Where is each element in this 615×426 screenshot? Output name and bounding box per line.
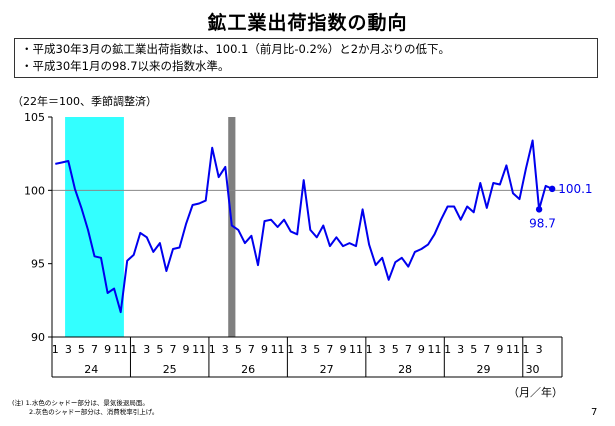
x-month-label: 9 xyxy=(418,343,425,356)
x-year-label: 24 xyxy=(84,363,98,376)
x-month-label: 3 xyxy=(379,343,386,356)
x-month-label: 7 xyxy=(248,343,255,356)
x-month-label: 9 xyxy=(183,343,190,356)
x-month-label: 1 xyxy=(52,343,59,356)
x-month-label: 9 xyxy=(261,343,268,356)
x-month-label: 11 xyxy=(428,343,442,356)
x-month-label: 1 xyxy=(523,343,530,356)
x-year-label: 26 xyxy=(241,363,255,376)
x-month-label: 1 xyxy=(209,343,216,356)
x-unit-label: （月／年） xyxy=(508,386,563,399)
y-tick-label: 90 xyxy=(31,331,45,344)
shipments-index-line xyxy=(55,139,553,314)
x-year-label: 25 xyxy=(163,363,177,376)
page-number: 7 xyxy=(591,407,598,418)
footnote-1: (注) 1.水色のシャドー部分は、景気後退局面。 xyxy=(12,399,149,407)
x-month-label: 5 xyxy=(470,343,477,356)
annotation-label: 98.7 xyxy=(529,216,556,230)
x-month-label: 11 xyxy=(506,343,520,356)
x-year-label: 28 xyxy=(398,363,412,376)
y-tick-label: 95 xyxy=(31,258,45,271)
recession-shade xyxy=(65,117,124,337)
x-month-label: 5 xyxy=(313,343,320,356)
x-month-label: 5 xyxy=(392,343,399,356)
x-month-label: 3 xyxy=(300,343,307,356)
x-month-label: 1 xyxy=(130,343,137,356)
x-month-label: 9 xyxy=(339,343,346,356)
x-month-label: 5 xyxy=(78,343,85,356)
x-month-label: 9 xyxy=(104,343,111,356)
x-month-label: 1 xyxy=(444,343,451,356)
x-month-label: 11 xyxy=(114,343,128,356)
summary-box: ・平成30年3月の鉱工業出荷指数は、100.1（前月比-0.2%）と2か月ぶりの… xyxy=(14,38,598,78)
x-month-label: 3 xyxy=(143,343,150,356)
annotation-label: 100.1 xyxy=(558,182,592,196)
summary-bullet-1: ・平成30年3月の鉱工業出荷指数は、100.1（前月比-0.2%）と2か月ぶりの… xyxy=(21,42,451,56)
x-year-label: 30 xyxy=(526,363,540,376)
summary-bullet-2: ・平成30年1月の98.7以来の指数水準。 xyxy=(21,59,230,73)
tax-increase-shade xyxy=(228,117,236,337)
x-month-label: 3 xyxy=(65,343,72,356)
x-month-label: 3 xyxy=(457,343,464,356)
x-month-label: 11 xyxy=(192,343,206,356)
x-month-label: 1 xyxy=(366,343,373,356)
annotated-point xyxy=(548,185,556,193)
x-month-label: 7 xyxy=(483,343,490,356)
x-month-label: 11 xyxy=(349,343,363,356)
x-month-label: 7 xyxy=(326,343,333,356)
page-title: 鉱工業出荷指数の動向 xyxy=(207,12,408,34)
x-month-label: 5 xyxy=(235,343,242,356)
x-month-label: 9 xyxy=(496,343,503,356)
x-month-label: 7 xyxy=(91,343,98,356)
x-month-label: 7 xyxy=(169,343,176,356)
x-month-label: 7 xyxy=(405,343,412,356)
y-unit-note: （22年＝100、季節調整済） xyxy=(12,95,157,108)
footnote-2: 2.灰色のシャドー部分は、消費税率引上げ。 xyxy=(29,408,159,416)
annotated-point xyxy=(535,206,543,213)
x-month-label: 3 xyxy=(536,343,543,356)
x-year-label: 27 xyxy=(320,363,334,376)
x-month-label: 5 xyxy=(156,343,163,356)
x-month-label: 11 xyxy=(271,343,285,356)
x-month-label: 3 xyxy=(222,343,229,356)
y-tick-label: 100 xyxy=(24,184,45,197)
x-month-label: 1 xyxy=(287,343,294,356)
y-tick-label: 105 xyxy=(24,111,45,124)
x-year-label: 29 xyxy=(477,363,491,376)
